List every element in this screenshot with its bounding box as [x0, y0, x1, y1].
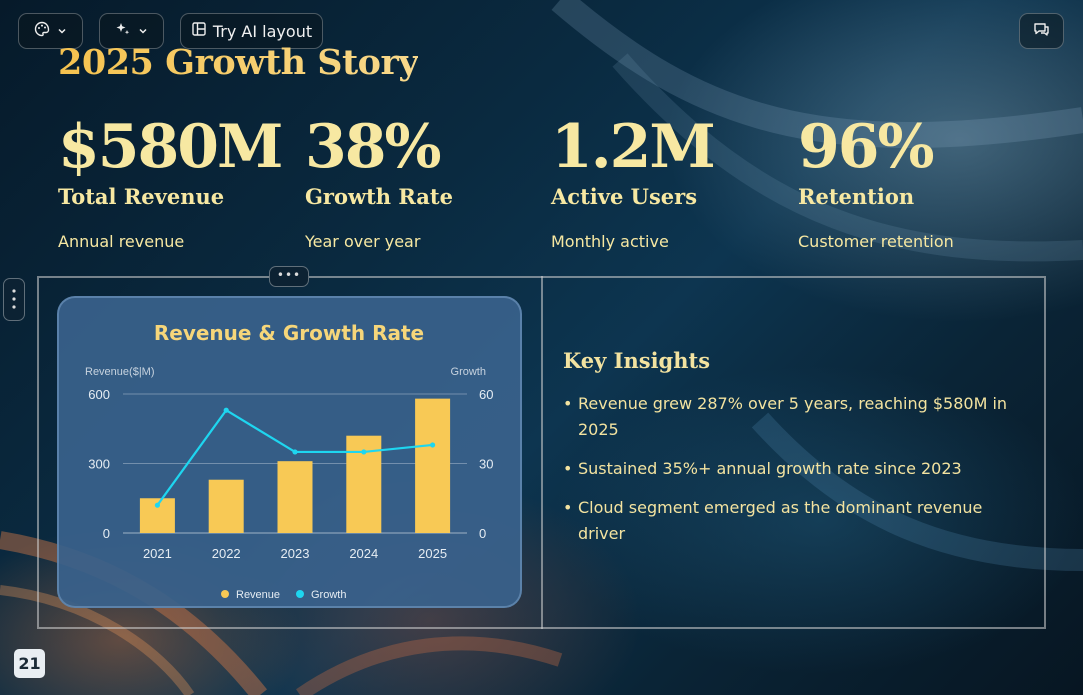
x-tick-label: 2024	[349, 546, 378, 561]
drag-handle-horizontal[interactable]: •••	[269, 266, 309, 287]
stat-description: Year over year	[305, 232, 421, 251]
revenue-bar	[415, 398, 451, 533]
growth-point	[223, 407, 229, 413]
chat-icon	[1033, 21, 1050, 42]
layout-icon	[191, 21, 207, 41]
stat-active-users: 1.2M Active Users Monthly active	[551, 112, 716, 251]
insight-item: Revenue grew 287% over 5 years, reaching…	[563, 391, 1028, 443]
stat-description: Customer retention	[798, 232, 954, 251]
stat-label: Active Users	[551, 184, 698, 209]
stat-retention: 96% Retention Customer retention	[798, 112, 954, 251]
stat-label: Growth Rate	[305, 184, 453, 209]
y-left-tick-label: 300	[88, 457, 110, 472]
comments-button[interactable]	[1019, 13, 1064, 49]
stat-label: Retention	[798, 184, 915, 209]
x-tick-label: 2021	[143, 546, 172, 561]
chevron-down-icon	[137, 22, 149, 41]
stat-description: Monthly active	[551, 232, 669, 251]
page-number-badge[interactable]: 21	[14, 649, 45, 678]
x-tick-label: 2023	[281, 546, 310, 561]
growth-point	[292, 449, 298, 455]
key-insights-panel: Key Insights Revenue grew 287% over 5 ye…	[563, 348, 1028, 560]
legend-growth-label: Growth	[311, 589, 346, 601]
revenue-bar	[277, 461, 313, 533]
stat-value: $580M	[58, 112, 283, 182]
stat-value: 1.2M	[551, 112, 716, 182]
y-right-tick-label: 60	[479, 387, 493, 402]
revenue-growth-chart-card[interactable]: Revenue & Growth Rate Revenue($|M) Growth 0…	[57, 296, 522, 608]
y-left-tick-label: 600	[88, 387, 110, 402]
chevron-down-icon	[56, 22, 68, 41]
revenue-growth-chart: Revenue & Growth Rate Revenue($|M) Growth 0…	[85, 321, 493, 601]
stat-value: 96%	[798, 112, 935, 182]
insight-item: Cloud segment emerged as the dominant re…	[563, 495, 1028, 547]
x-tick-label: 2025	[418, 546, 447, 561]
growth-point	[430, 442, 436, 448]
ai-magic-button[interactable]	[99, 13, 164, 49]
try-ai-layout-label: Try AI layout	[212, 21, 313, 41]
insights-title: Key Insights	[563, 348, 711, 373]
column-divider[interactable]	[541, 276, 543, 629]
palette-icon	[34, 21, 50, 41]
stat-value: 38%	[305, 112, 442, 182]
legend-revenue-swatch	[221, 590, 229, 598]
stat-total-revenue: $580M Total Revenue Annual revenue	[58, 112, 283, 251]
y-axis-right-title: Growth	[451, 366, 486, 378]
vertical-dots-icon	[12, 289, 16, 309]
stat-growth-rate: 38% Growth Rate Year over year	[305, 112, 453, 251]
insight-item: Sustained 35%+ annual growth rate since …	[563, 456, 1028, 482]
growth-point	[361, 449, 367, 455]
theme-palette-button[interactable]	[18, 13, 83, 49]
stat-label: Total Revenue	[58, 184, 225, 209]
legend-growth-swatch	[296, 590, 304, 598]
revenue-bar	[208, 479, 244, 533]
x-tick-label: 2022	[212, 546, 241, 561]
insights-list: Revenue grew 287% over 5 years, reaching…	[563, 391, 1028, 547]
y-right-tick-label: 0	[479, 526, 486, 541]
try-ai-layout-button[interactable]: Try AI layout	[180, 13, 323, 49]
drag-handle-vertical[interactable]	[3, 278, 25, 321]
legend-revenue-label: Revenue	[236, 589, 280, 601]
sparkle-icon	[115, 21, 131, 41]
slide-title: 2025 Growth Story	[58, 42, 419, 83]
y-right-tick-label: 30	[479, 457, 493, 472]
chart-title: Revenue & Growth Rate	[154, 321, 424, 345]
stat-description: Annual revenue	[58, 232, 185, 251]
y-left-tick-label: 0	[103, 526, 110, 541]
growth-point	[154, 502, 160, 508]
y-axis-left-title: Revenue($|M)	[85, 366, 155, 378]
